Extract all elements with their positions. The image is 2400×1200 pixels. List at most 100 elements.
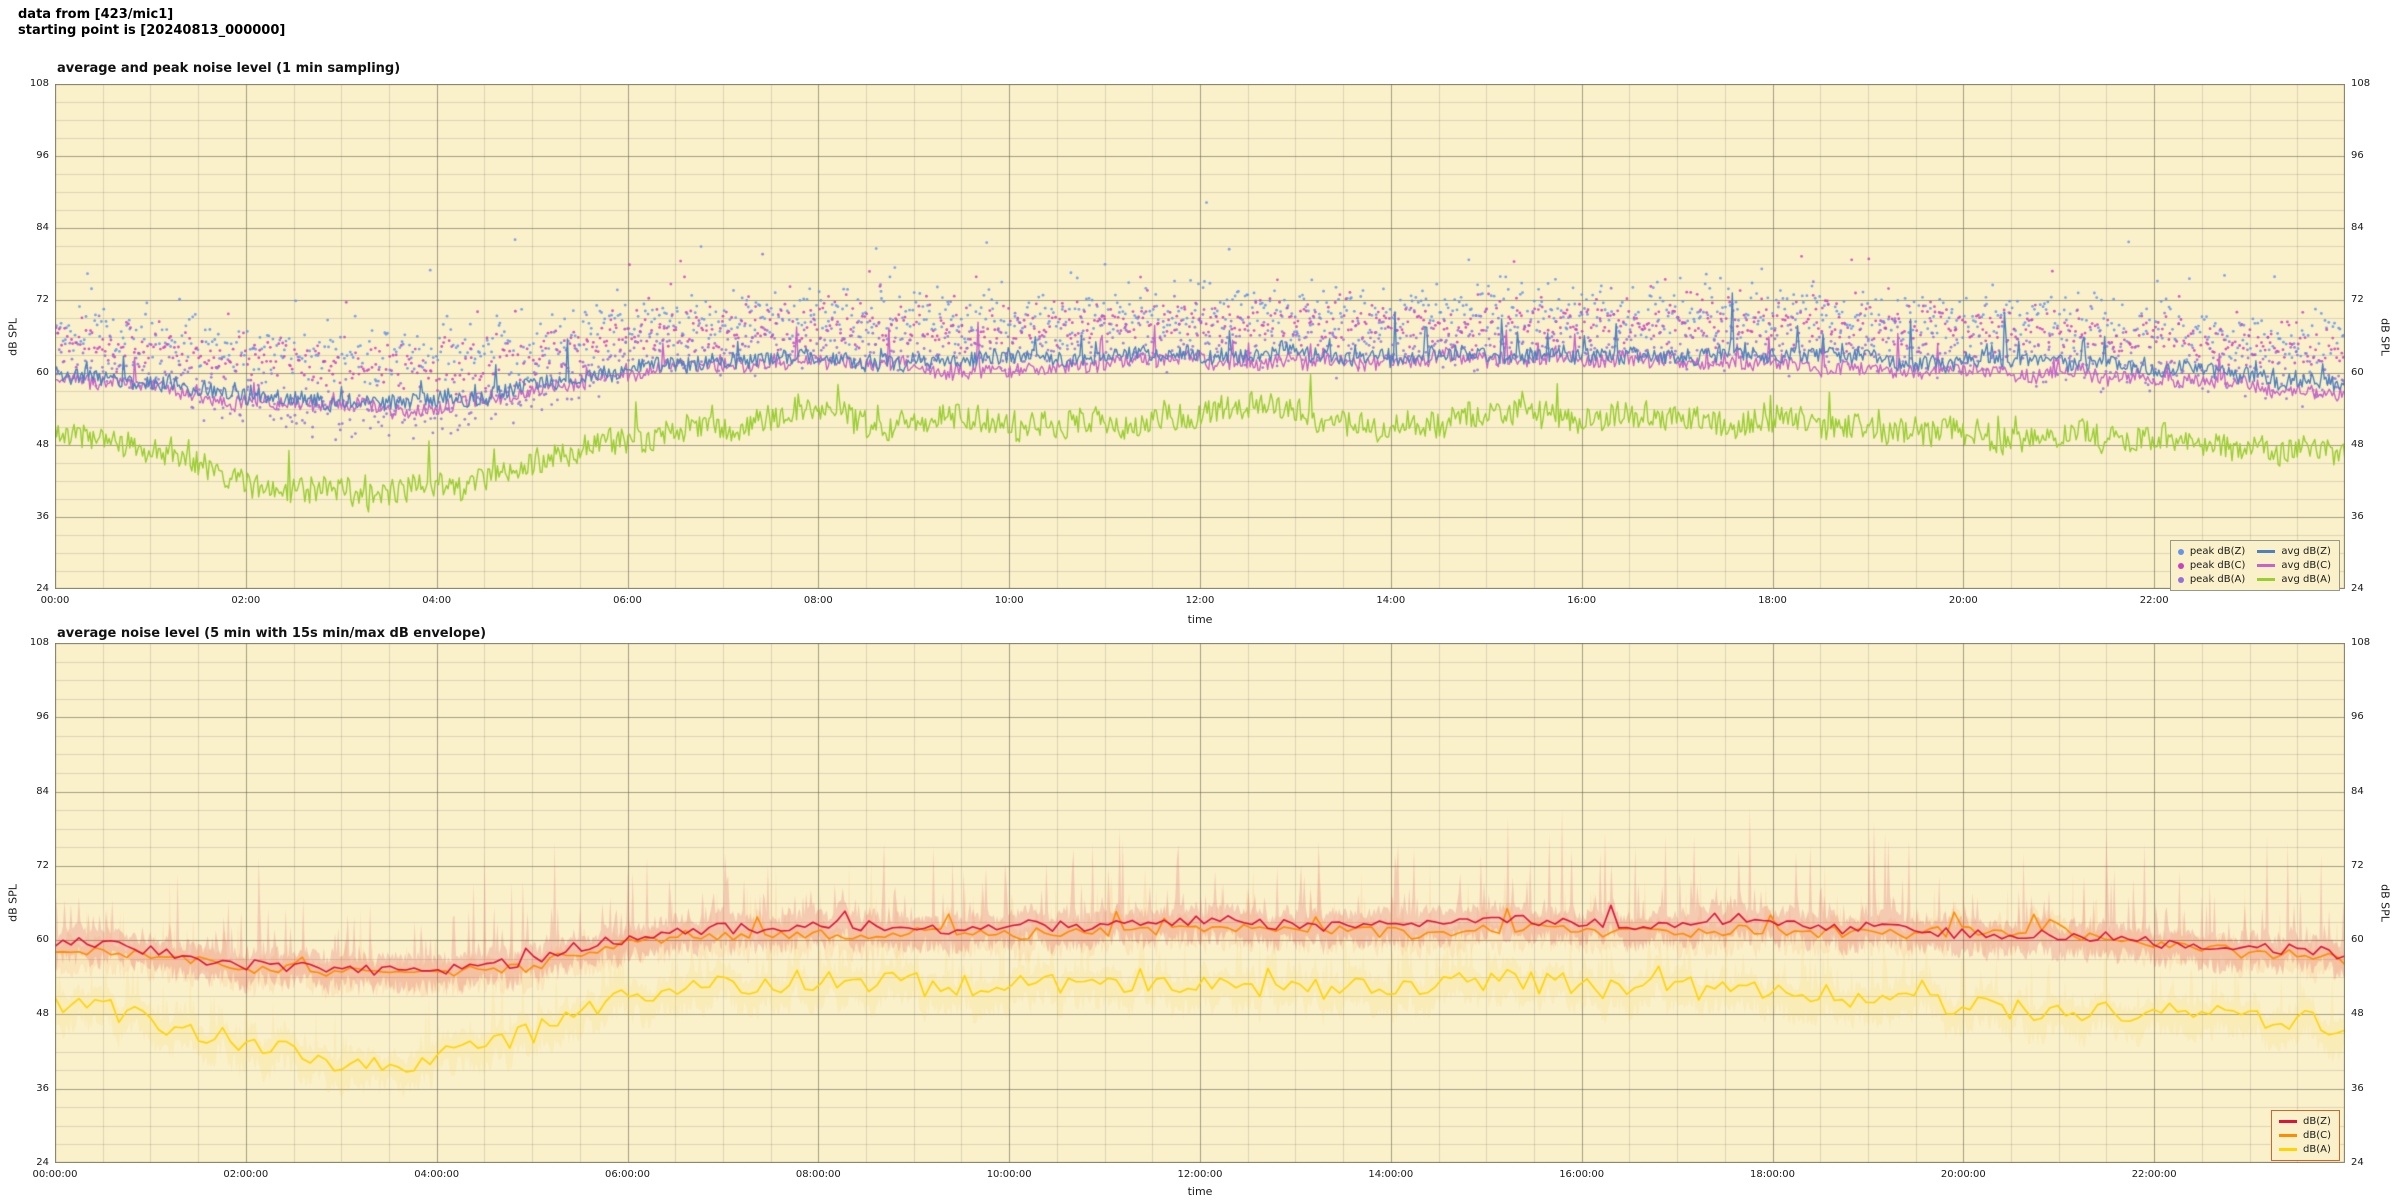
y-tick-label-right: 60: [2351, 934, 2364, 946]
x-tick-label: 16:00: [1567, 595, 1597, 606]
x-tick-label: 08:00: [803, 595, 833, 606]
y-tick-label-left: 24: [36, 583, 49, 594]
y-tick-label-right: 108: [2351, 78, 2371, 89]
y-tick-label-left: 24: [36, 1157, 49, 1168]
x-tick-label: 06:00:00: [605, 1169, 650, 1180]
y-tick-label-right: 36: [2351, 1082, 2364, 1094]
y-tick-label-left: 72: [36, 294, 49, 306]
x-tick-label: 04:00:00: [414, 1169, 460, 1180]
y-tick-label-right: 84: [2351, 785, 2364, 797]
y-tick-label-right: 72: [2351, 859, 2364, 871]
x-tick-label: 08:00:00: [795, 1169, 841, 1180]
x-tick-label: 18:00: [1758, 595, 1787, 606]
y-tick-label-left: 48: [36, 1008, 49, 1020]
x-tick-label: 04:00: [422, 595, 452, 606]
legend-item: dB(Z): [2279, 1115, 2331, 1128]
x-tick-label: 12:00: [1185, 595, 1215, 606]
y-tick-label-left: 36: [36, 510, 49, 522]
chart-2-legend: dB(Z) dB(C) dB(A): [2271, 1110, 2340, 1161]
legend-line-marker-icon: [2279, 1120, 2297, 1123]
legend-dot-marker-icon: [2177, 576, 2184, 583]
y-tick-label-right: 24: [2351, 1157, 2364, 1168]
legend-label: avg dB(Z): [2281, 546, 2331, 557]
chart-2-ylabel-right: dB SPL: [2378, 884, 2392, 922]
legend-line-marker-icon: [2257, 564, 2276, 567]
legend-line-marker-icon: [2279, 1134, 2297, 1137]
chart-1-legend: peak dB(Z) peak dB(C) peak dB(A) avg dB(Z) a…: [2169, 540, 2340, 591]
legend-item: avg dB(Z): [2257, 545, 2331, 558]
y-tick-label-left: 48: [36, 438, 49, 450]
chart-1-title: average and peak noise level (1 min samp…: [57, 61, 401, 76]
header-line-1: data from [423/mic1]: [18, 7, 174, 22]
y-tick-label-right: 84: [2351, 222, 2364, 234]
legend-item: avg dB(A): [2257, 573, 2331, 586]
x-tick-label: 16:00:00: [1559, 1169, 1605, 1180]
y-tick-label-right: 108: [2351, 637, 2371, 648]
x-tick-label: 12:00:00: [1177, 1169, 1223, 1180]
legend-dot-marker-icon: [2177, 562, 2184, 569]
y-tick-label-right: 60: [2351, 366, 2364, 378]
x-tick-label: 10:00:00: [986, 1169, 1032, 1180]
legend-label: avg dB(C): [2281, 560, 2331, 571]
x-tick-label: 06:00: [613, 595, 642, 606]
y-tick-label-left: 84: [36, 222, 49, 234]
legend-line-marker-icon: [2257, 550, 2276, 553]
chart-2-title: average noise level (5 min with 15s min/…: [57, 626, 487, 641]
header: data from [423/mic1] starting point is […: [18, 7, 285, 38]
x-tick-label: 00:00: [40, 595, 70, 606]
chart-2-ylabel-left: dB SPL: [6, 884, 20, 922]
y-tick-label-left: 60: [36, 366, 49, 378]
legend-label: peak dB(A): [2189, 574, 2246, 585]
legend-item: peak dB(A): [2177, 573, 2246, 586]
x-tick-label: 02:00:00: [223, 1169, 269, 1180]
y-tick-label-right: 72: [2351, 294, 2364, 306]
legend-item: peak dB(Z): [2177, 545, 2246, 558]
x-tick-label: 10:00: [994, 595, 1024, 606]
y-tick-label-left: 96: [36, 150, 49, 162]
y-tick-label-left: 36: [36, 1082, 49, 1094]
x-tick-label: 00:00:00: [32, 1169, 78, 1180]
x-tick-label: 14:00:00: [1368, 1169, 1414, 1180]
chart-1-ylabel-right: dB SPL: [2378, 317, 2392, 356]
y-tick-label-left: 84: [36, 785, 49, 797]
y-tick-label-right: 24: [2351, 583, 2364, 594]
y-tick-label-left: 72: [36, 859, 49, 871]
header-line-2: starting point is [20240813_000000]: [18, 22, 286, 38]
y-tick-label-left: 96: [36, 711, 49, 723]
y-tick-label-left: 108: [29, 78, 49, 89]
y-tick-label-left: 60: [36, 934, 49, 946]
legend-item: avg dB(C): [2257, 559, 2331, 572]
x-tick-label: 14:00: [1376, 595, 1406, 606]
y-tick-label-right: 96: [2351, 711, 2364, 723]
legend-item: peak dB(C): [2177, 559, 2246, 572]
chart-1-xlabel: time: [1187, 613, 1213, 626]
y-tick-label-right: 96: [2351, 150, 2364, 162]
legend-label: peak dB(C): [2189, 560, 2246, 571]
legend-line-marker-icon: [2279, 1148, 2297, 1151]
legend-column: dB(Z) dB(C) dB(A): [2279, 1115, 2331, 1156]
legend-label: dB(C): [2303, 1130, 2331, 1141]
x-tick-label: 20:00:00: [1940, 1169, 1986, 1180]
y-tick-label-right: 48: [2351, 1008, 2364, 1020]
legend-item: dB(C): [2279, 1129, 2331, 1142]
legend-label: dB(Z): [2303, 1116, 2331, 1127]
y-tick-label-right: 36: [2351, 510, 2364, 522]
x-tick-label: 22:00: [2139, 595, 2169, 606]
x-tick-label: 18:00:00: [1750, 1169, 1795, 1180]
legend-label: dB(A): [2303, 1144, 2331, 1155]
x-tick-label: 22:00:00: [2131, 1169, 2177, 1180]
legend-line-marker-icon: [2257, 578, 2276, 581]
chart-1-plot: [55, 84, 2345, 589]
legend-label: peak dB(Z): [2189, 546, 2246, 557]
legend-column: avg dB(Z) avg dB(C) avg dB(A): [2257, 545, 2331, 586]
chart-2-xlabel: time: [1187, 1185, 1213, 1198]
chart-2-plot: [55, 643, 2345, 1163]
legend-label: avg dB(A): [2281, 574, 2331, 585]
legend-dot-marker-icon: [2177, 548, 2184, 555]
chart-1-ylabel-left: dB SPL: [6, 317, 20, 356]
x-tick-label: 02:00: [231, 595, 261, 606]
y-tick-label-right: 48: [2351, 438, 2364, 450]
x-tick-label: 20:00: [1948, 595, 1978, 606]
y-tick-label-left: 108: [29, 637, 49, 648]
